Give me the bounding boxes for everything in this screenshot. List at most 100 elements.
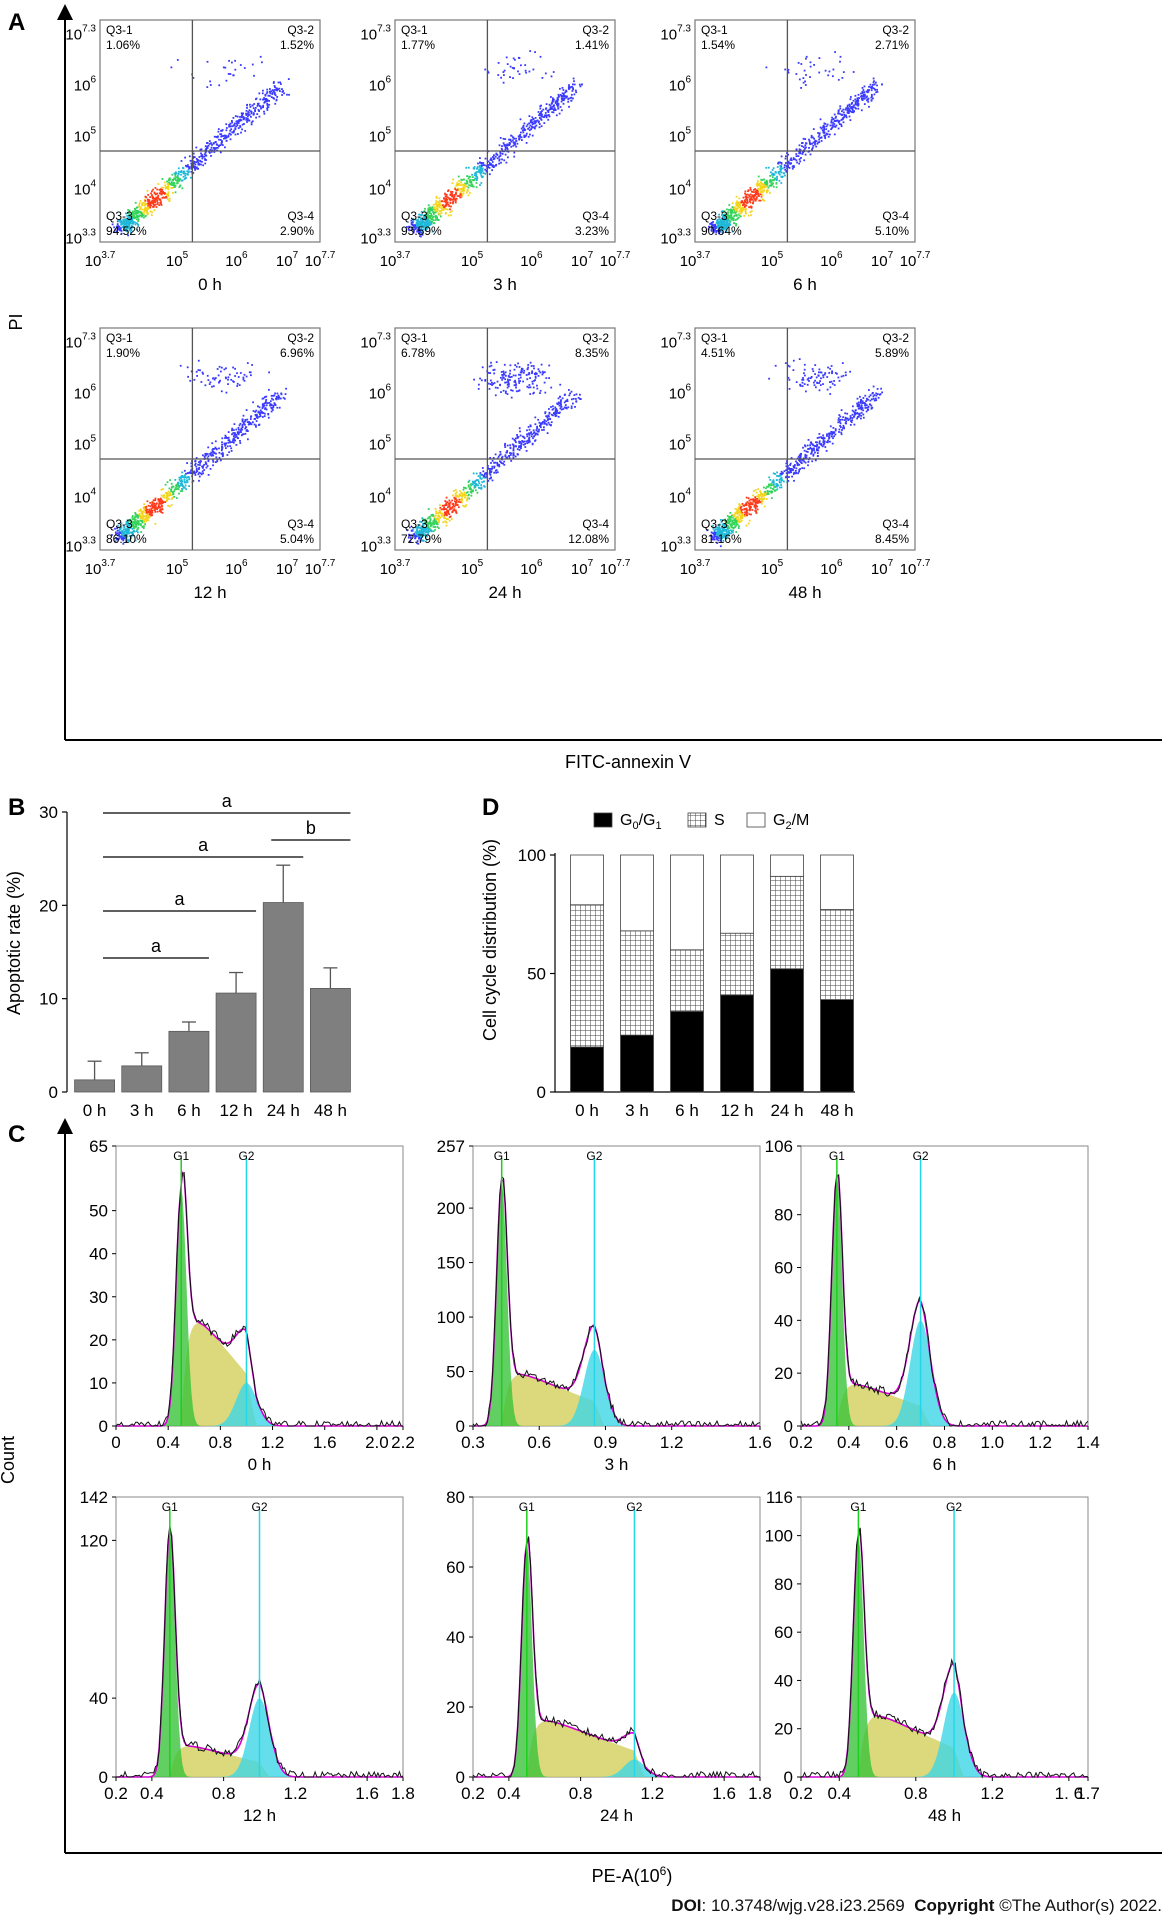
event-dot xyxy=(532,118,535,120)
event-dot xyxy=(561,397,564,400)
event-dot xyxy=(755,491,758,494)
event-dot xyxy=(868,105,870,108)
event-dot xyxy=(436,219,439,221)
event-dot xyxy=(506,444,509,447)
event-dot xyxy=(750,513,752,516)
event-dot xyxy=(537,368,540,371)
event-dot xyxy=(859,402,862,404)
event-dot xyxy=(205,159,207,161)
event-dot xyxy=(261,406,264,408)
event-dot xyxy=(769,178,772,181)
event-dot xyxy=(123,228,126,231)
event-dot xyxy=(489,468,491,470)
event-dot xyxy=(240,119,243,122)
event-dot xyxy=(136,521,138,523)
event-dot xyxy=(125,218,128,221)
event-dot xyxy=(424,223,426,225)
event-dot xyxy=(730,516,732,519)
event-dot xyxy=(438,201,440,204)
event-dot xyxy=(266,109,269,111)
event-dot xyxy=(254,110,256,112)
event-dot xyxy=(236,120,239,122)
event-dot xyxy=(543,421,546,423)
event-dot xyxy=(727,217,730,219)
event-dot xyxy=(226,454,229,456)
event-dot xyxy=(491,459,494,462)
event-dot xyxy=(860,98,863,100)
event-dot xyxy=(415,222,418,224)
event-dot xyxy=(152,203,155,206)
event-dot xyxy=(120,537,123,540)
event-dot xyxy=(482,164,485,166)
event-dot xyxy=(421,221,424,224)
event-dot xyxy=(851,109,854,111)
event-dot xyxy=(210,146,213,149)
event-dot xyxy=(171,173,174,176)
event-dot xyxy=(228,124,230,126)
event-dot xyxy=(116,225,118,228)
event-dot xyxy=(261,61,263,64)
event-dot xyxy=(206,453,209,455)
event-dot xyxy=(455,501,458,504)
event-dot xyxy=(579,85,582,88)
event-dot xyxy=(153,509,156,511)
event-dot xyxy=(529,50,532,52)
event-dot xyxy=(181,484,184,487)
event-dot xyxy=(228,440,231,443)
event-dot xyxy=(503,363,506,366)
event-dot xyxy=(461,499,463,502)
event-dot xyxy=(229,138,232,141)
event-dot xyxy=(463,178,465,181)
event-dot xyxy=(285,387,287,390)
event-dot xyxy=(483,164,486,167)
event-dot xyxy=(810,442,813,445)
event-dot xyxy=(496,154,499,156)
event-dot xyxy=(757,175,760,178)
event-dot xyxy=(508,455,511,458)
event-dot xyxy=(255,409,258,412)
event-dot xyxy=(146,213,149,216)
event-dot xyxy=(802,446,804,449)
y-tick-label: 107.3 xyxy=(360,23,391,43)
event-dot xyxy=(115,533,117,535)
event-dot xyxy=(268,100,270,102)
event-dot xyxy=(563,97,566,100)
event-dot xyxy=(288,93,290,96)
event-dot xyxy=(216,146,219,149)
event-dot xyxy=(568,394,571,397)
event-dot xyxy=(550,107,553,109)
event-dot xyxy=(450,210,453,212)
event-dot xyxy=(814,451,816,454)
event-dot xyxy=(194,168,196,171)
event-dot xyxy=(426,219,429,222)
event-dot xyxy=(462,192,465,195)
event-dot xyxy=(554,108,556,111)
event-dot xyxy=(555,409,558,412)
event-dot xyxy=(550,75,553,78)
event-dot xyxy=(203,155,206,158)
event-dot xyxy=(748,195,751,198)
event-dot xyxy=(177,167,180,170)
event-dot xyxy=(143,207,146,210)
event-dot xyxy=(179,184,181,187)
event-dot xyxy=(525,125,528,128)
event-dot xyxy=(833,125,836,128)
event-dot xyxy=(825,125,828,128)
event-dot xyxy=(172,184,174,186)
event-dot xyxy=(225,129,228,132)
event-dot xyxy=(772,185,775,188)
event-dot xyxy=(479,184,481,186)
event-dot xyxy=(469,181,471,184)
event-dot xyxy=(221,437,224,440)
event-dot xyxy=(507,378,509,381)
event-dot xyxy=(209,452,211,455)
event-dot xyxy=(794,469,797,472)
event-dot xyxy=(714,223,716,226)
event-dot xyxy=(197,473,200,476)
event-dot xyxy=(254,107,257,109)
event-dot xyxy=(178,186,181,188)
event-dot xyxy=(527,441,530,444)
event-dot xyxy=(482,470,485,473)
event-dot xyxy=(121,534,124,536)
event-dot xyxy=(163,181,166,184)
